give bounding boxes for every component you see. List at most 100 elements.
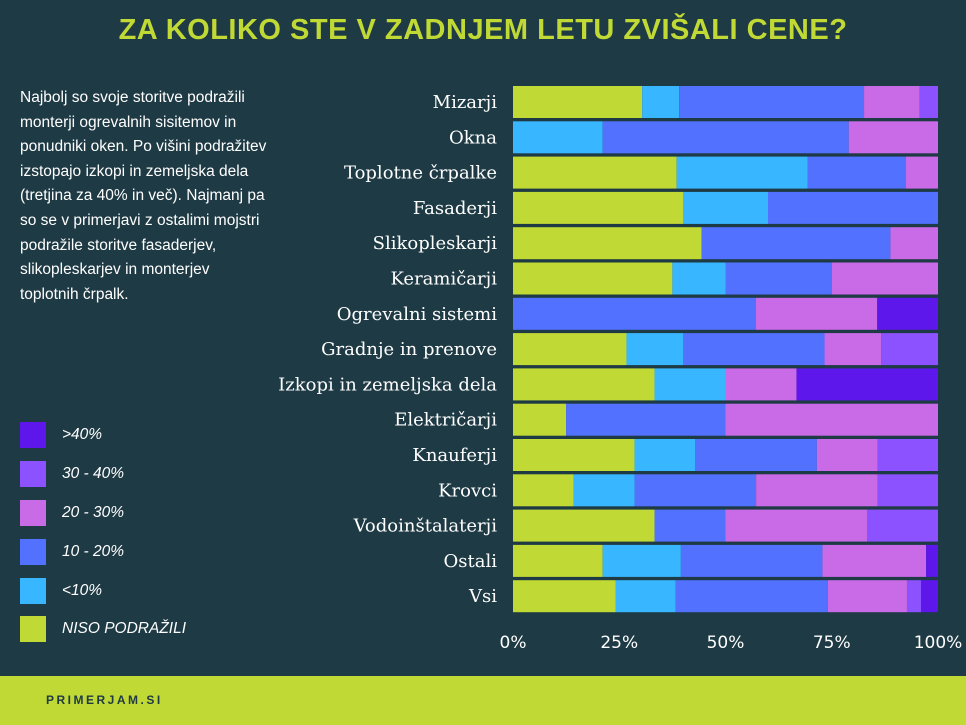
- category-label: Okna: [449, 127, 497, 148]
- bar-segment: [626, 333, 683, 366]
- legend-swatch: [20, 461, 46, 488]
- bar-segment: [680, 544, 823, 577]
- legend-label: 10 - 20%: [62, 542, 125, 560]
- category-label: Vsi: [468, 586, 497, 607]
- legend-item: NISO PODRAŽILI: [20, 610, 186, 649]
- bar-segment: [867, 509, 938, 542]
- bar-segment: [602, 544, 681, 577]
- category-label: Knauferji: [412, 445, 497, 466]
- category-label: Ostali: [444, 551, 498, 572]
- bar-segment: [877, 439, 938, 471]
- bar-segment: [906, 580, 921, 613]
- bar-segment: [513, 191, 683, 224]
- bar-segment: [725, 509, 868, 542]
- bar-segment: [877, 474, 938, 507]
- bar-segment: [513, 509, 655, 542]
- bar-segment: [827, 580, 907, 613]
- legend-label: >40%: [62, 426, 103, 444]
- stacked-bar-chart: Mizarji Okna Toplotne črpalke Fasaderji Slik…: [278, 86, 963, 653]
- chart-description: Najbolj so svoje storitve podražili mont…: [20, 89, 267, 303]
- legend-swatch: [20, 616, 46, 643]
- legend-swatch: [20, 499, 46, 526]
- bar-segment: [890, 227, 938, 260]
- bar-segment: [513, 439, 635, 471]
- category-label: Izkopi in zemeljska dela: [278, 374, 497, 395]
- bar-segment: [824, 333, 882, 366]
- bar-segment: [602, 121, 849, 154]
- bar-segment: [513, 544, 603, 577]
- category-label: Gradnje in prenove: [321, 339, 497, 360]
- bar-segment: [831, 262, 938, 295]
- bar-segment: [755, 297, 878, 330]
- footer-brand: PRIMERJAM.SI: [46, 693, 163, 707]
- category-label: Keramičarji: [390, 269, 497, 290]
- bar-segment: [672, 262, 726, 295]
- bar-segment: [695, 439, 817, 471]
- legend-item: 30 - 40%: [20, 455, 186, 494]
- bar-segment: [701, 227, 891, 260]
- legend-item: 10 - 20%: [20, 532, 186, 571]
- category-label: Fasaderji: [413, 198, 497, 219]
- bar-segment: [679, 86, 865, 118]
- bar-segment: [654, 509, 726, 542]
- x-tick-label: 75%: [813, 633, 851, 653]
- bar-segment: [683, 191, 768, 224]
- bar-segment: [683, 333, 825, 366]
- bar-segment: [634, 474, 757, 507]
- x-tick-label: 0%: [500, 633, 527, 653]
- bar-segment: [513, 368, 655, 401]
- bar-segment: [675, 580, 828, 613]
- bar-segment: [725, 368, 797, 401]
- legend-label: 20 - 30%: [62, 503, 125, 521]
- bar-segment: [654, 368, 726, 401]
- bar-segment: [877, 297, 938, 330]
- bar-segment: [513, 297, 756, 330]
- category-label: Električarji: [394, 410, 497, 431]
- bar-segment: [513, 580, 616, 613]
- x-tick-label: 100%: [914, 633, 963, 653]
- x-tick-label: 50%: [707, 633, 745, 653]
- bar-segment: [848, 121, 938, 154]
- bar-segment: [513, 333, 627, 366]
- x-tick-label: 25%: [600, 633, 638, 653]
- bar-segment: [822, 544, 927, 577]
- bar-segment: [513, 86, 643, 118]
- bar-segment: [756, 474, 878, 507]
- legend-swatch: [20, 422, 46, 449]
- bar-segment: [768, 191, 938, 224]
- legend-label: <10%: [62, 581, 103, 599]
- legend-label: 30 - 40%: [62, 465, 125, 483]
- legend-swatch: [20, 538, 46, 565]
- bar-segment: [796, 368, 938, 401]
- category-label: Vodoinštalaterji: [353, 516, 498, 537]
- legend: >40% 30 - 40% 20 - 30% 10 - 20% <10% NISO POD…: [20, 416, 186, 649]
- bar-segment: [676, 156, 808, 189]
- bar-segment: [807, 156, 906, 189]
- page-title: ZA KOLIKO STE V ZADNJEM LETU ZVIŠALI CEN…: [118, 14, 848, 46]
- legend-label: NISO PODRAŽILI: [62, 620, 187, 638]
- category-label: Krovci: [438, 480, 497, 501]
- category-label: Mizarji: [433, 92, 498, 113]
- legend-item: <10%: [20, 571, 186, 610]
- bar-segment: [921, 580, 938, 613]
- category-label: Slikopleskarji: [373, 233, 498, 254]
- bar-segment: [905, 156, 938, 189]
- bar-segment: [513, 121, 603, 154]
- category-label: Ogrevalni sistemi: [337, 304, 497, 325]
- footer-bar: PRIMERJAM.SI: [0, 676, 966, 725]
- category-label: Toplotne črpalke: [344, 163, 497, 184]
- bar-segment: [816, 439, 878, 471]
- bar-segment: [642, 86, 680, 118]
- bar-segment: [725, 403, 938, 436]
- bar-segment: [634, 439, 696, 471]
- bar-segment: [573, 474, 635, 507]
- bar-segment: [919, 86, 938, 118]
- legend-item: >40%: [20, 416, 186, 455]
- bar-segment: [513, 156, 677, 189]
- bar-segment: [864, 86, 920, 118]
- bar-segment: [926, 544, 938, 577]
- legend-item: 20 - 30%: [20, 494, 186, 533]
- bar-segment: [881, 333, 938, 366]
- bar-segment: [513, 227, 702, 260]
- bar-segment: [725, 262, 832, 295]
